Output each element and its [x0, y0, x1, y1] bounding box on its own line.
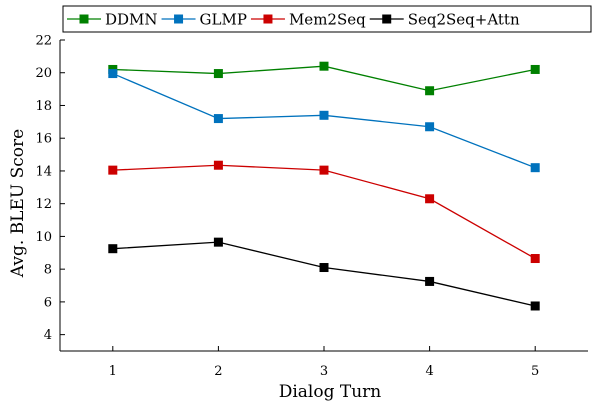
y-tick-label: 14	[35, 164, 52, 179]
data-point-glmp	[530, 163, 540, 173]
legend-label-mem2seq: Mem2Seq	[289, 11, 366, 29]
series-seq2seq-attn	[108, 237, 540, 311]
data-point-seq2seq-attn	[530, 301, 540, 311]
data-point-seq2seq-attn	[213, 237, 223, 247]
data-point-glmp	[425, 122, 435, 132]
data-point-mem2seq	[425, 194, 435, 204]
x-tick-label: 1	[109, 364, 117, 379]
legend-marker-glmp	[174, 14, 184, 24]
legend-item-seq2seq-attn: Seq2Seq+Attn	[369, 11, 520, 29]
data-point-seq2seq-attn	[425, 276, 435, 286]
data-point-glmp	[319, 110, 329, 120]
y-axis: 4 6 8 10 12 14 16 18 20 22	[35, 34, 65, 343]
data-point-seq2seq-attn	[319, 263, 329, 273]
y-tick-label: 22	[35, 34, 52, 49]
data-point-glmp	[213, 114, 223, 124]
legend-label-seq2seq-attn: Seq2Seq+Attn	[408, 11, 520, 29]
series-mem2seq	[108, 160, 540, 264]
series-glmp	[108, 69, 540, 173]
legend-item-ddmn: DDMN	[67, 11, 158, 29]
legend-label-ddmn: DDMN	[105, 11, 158, 29]
y-tick-label: 18	[35, 99, 52, 114]
data-point-ddmn	[213, 69, 223, 79]
data-point-mem2seq	[319, 165, 329, 175]
data-point-mem2seq	[530, 254, 540, 264]
data-point-mem2seq	[213, 160, 223, 170]
x-tick-label: 3	[320, 364, 328, 379]
x-tick-label: 2	[214, 364, 222, 379]
data-point-glmp	[108, 69, 118, 79]
legend: DDMN GLMP Mem2Seq Seq2Seq+Attn	[62, 5, 592, 33]
data-point-seq2seq-attn	[108, 244, 118, 254]
y-tick-label: 12	[35, 197, 52, 212]
x-axis: 1 2 3 4 5	[109, 346, 539, 379]
series-layer	[108, 61, 540, 311]
legend-marker-ddmn	[79, 14, 89, 24]
legend-marker-mem2seq	[263, 14, 273, 24]
series-line-glmp	[112, 72, 536, 169]
data-point-ddmn	[530, 64, 540, 74]
data-point-ddmn	[319, 61, 329, 71]
data-point-mem2seq	[108, 165, 118, 175]
legend-item-glmp: GLMP	[161, 11, 247, 29]
series-line-seq2seq-attn	[112, 241, 536, 307]
x-tick-label: 4	[425, 364, 433, 379]
y-tick-label: 10	[35, 230, 52, 245]
y-tick-label: 16	[35, 132, 52, 147]
plot-frame	[59, 40, 588, 352]
y-axis-title: Avg. BLEU Score	[8, 129, 28, 278]
legend-box	[62, 5, 592, 33]
legend-label-glmp: GLMP	[200, 11, 247, 29]
y-tick-label: 4	[44, 328, 52, 343]
legend-marker-seq2seq-attn	[382, 14, 392, 24]
y-tick-label: 20	[35, 66, 52, 81]
y-tick-label: 6	[44, 295, 52, 310]
y-tick-label: 8	[44, 263, 52, 278]
legend-item-mem2seq: Mem2Seq	[250, 11, 366, 29]
x-tick-label: 5	[531, 364, 539, 379]
x-axis-title: Dialog Turn	[279, 382, 382, 401]
data-point-ddmn	[425, 86, 435, 96]
series-ddmn	[108, 61, 540, 96]
